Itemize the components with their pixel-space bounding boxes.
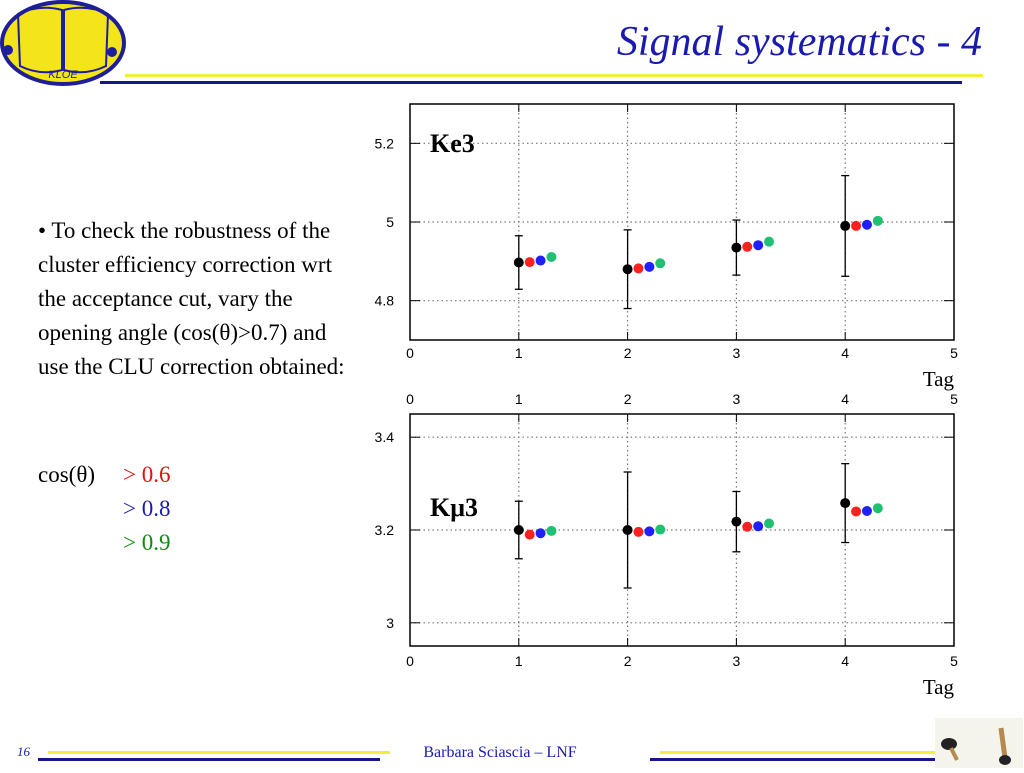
- data-point: [655, 524, 666, 535]
- data-point: [535, 255, 546, 266]
- charts-panel: 0 1 2 3 4 5 4.8 5 5.2 Tag Ke3 0 1 2 3 4 5 0 1 2 3 4 5 3 3.2 3.4 Ta…: [350, 100, 970, 705]
- data-point: [546, 525, 557, 536]
- decorative-figure-graphic: [935, 718, 1023, 768]
- chart-annotation: Kμ3: [430, 493, 478, 522]
- chart-1: 0 1 2 3 4 5 4.8 5 5.2 Tag Ke3: [375, 103, 958, 391]
- data-point: [633, 526, 644, 537]
- footer-line-blue-right: [650, 758, 980, 761]
- data-point: [851, 220, 862, 231]
- chart-annotation: Ke3: [430, 129, 475, 158]
- y-tick-label: 3.2: [375, 522, 395, 538]
- cos-option-1: > 0.6: [123, 462, 171, 487]
- data-point: [851, 506, 862, 517]
- data-point: [546, 252, 557, 263]
- data-point: [840, 220, 851, 231]
- cos-option-3: > 0.9: [123, 530, 171, 555]
- x-axis-label: Tag: [923, 675, 955, 699]
- y-tick-label: 5.2: [375, 135, 395, 151]
- data-point: [764, 518, 775, 529]
- svg-text:KLOE: KLOE: [48, 69, 78, 81]
- decorative-figure: [935, 718, 1023, 768]
- header-line-blue: [100, 81, 962, 84]
- data-point: [742, 521, 753, 532]
- footer-line-yellow-left: [48, 751, 390, 754]
- y-tick-label: 3.4: [375, 429, 395, 445]
- data-point: [524, 257, 535, 268]
- data-point: [524, 529, 535, 540]
- bullet-text: • To check the robustness of the cluster…: [38, 218, 345, 379]
- y-tick-label: 4.8: [375, 293, 395, 309]
- x-tick-label-top: 4: [841, 391, 849, 407]
- x-tick-label-top: 5: [950, 391, 958, 407]
- footer-line-blue-left: [38, 758, 380, 761]
- slide-title: Signal systematics - 4: [616, 19, 982, 65]
- data-point: [764, 236, 775, 247]
- x-tick-label-top: 0: [406, 391, 414, 407]
- data-point: [872, 503, 883, 514]
- charts-svg: 0 1 2 3 4 5 4.8 5 5.2 Tag Ke3 0 1 2 3 4 5 0 1 2 3 4 5 3 3.2 3.4 Ta…: [375, 103, 959, 699]
- header-line-yellow: [125, 74, 983, 77]
- data-point: [513, 257, 524, 268]
- y-tick-label: 5: [386, 214, 394, 230]
- x-tick-label: 2: [624, 345, 632, 361]
- data-point: [622, 525, 633, 535]
- data-point: [644, 526, 655, 537]
- data-point: [535, 528, 546, 539]
- x-tick-label: 1: [515, 653, 523, 669]
- x-axis-label: Tag: [923, 367, 955, 391]
- data-point: [513, 525, 524, 535]
- x-tick-label: 0: [406, 653, 414, 669]
- data-point: [753, 521, 764, 532]
- kloe-logo: KLOE: [0, 0, 126, 86]
- data-point: [861, 219, 872, 230]
- data-point: [840, 498, 851, 509]
- data-point: [644, 261, 655, 272]
- x-tick-label: 4: [841, 345, 849, 361]
- x-tick-label: 3: [733, 345, 741, 361]
- data-point: [753, 240, 764, 251]
- x-tick-label: 3: [733, 653, 741, 669]
- x-tick-label: 2: [624, 653, 632, 669]
- data-point: [742, 241, 753, 252]
- data-point: [861, 505, 872, 516]
- page-number: 16: [17, 744, 30, 759]
- x-tick-label-top: 2: [624, 391, 632, 407]
- data-point: [655, 258, 666, 269]
- cos-options: cos(θ) > 0.6 > 0.8 > 0.9: [38, 458, 170, 555]
- cos-label: cos(θ): [38, 462, 95, 487]
- footer-author: Barbara Sciascia – LNF: [423, 744, 577, 761]
- data-point: [731, 516, 742, 527]
- data-point: [731, 242, 742, 253]
- data-point: [622, 264, 633, 275]
- data-point: [872, 215, 883, 226]
- kloe-logo-graphic: KLOE: [0, 0, 126, 86]
- x-tick-label: 0: [406, 345, 414, 361]
- x-tick-label-top: 1: [515, 391, 523, 407]
- x-tick-label: 4: [841, 653, 849, 669]
- x-tick-label-top: 3: [733, 391, 741, 407]
- x-tick-label: 1: [515, 345, 523, 361]
- x-tick-label: 5: [950, 653, 958, 669]
- x-tick-label: 5: [950, 345, 958, 361]
- data-point: [633, 263, 644, 274]
- footer-line-yellow-right: [660, 751, 990, 754]
- y-tick-label: 3: [386, 615, 394, 631]
- chart-2: 0 1 2 3 4 5 0 1 2 3 4 5 3 3.2 3.4 Tag Kμ3: [375, 391, 959, 699]
- cos-option-2: > 0.8: [123, 496, 171, 521]
